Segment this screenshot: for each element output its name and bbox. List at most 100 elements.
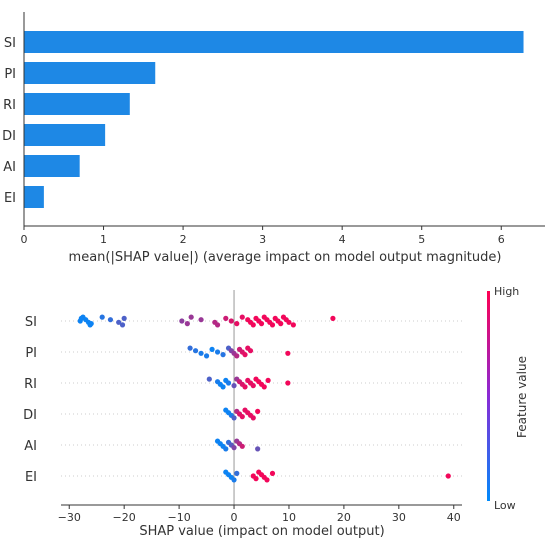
bar-x-tick-label: 0 [21,233,28,246]
beeswarm-point-si [119,322,126,328]
bar-ei [24,186,44,208]
beeswarm-x-tick-label: 40 [447,511,461,524]
beeswarm-point-si [214,322,221,328]
beeswarm-point-di [255,408,261,414]
beeswarm-point-pi [220,352,226,358]
beeswarm-y-label-ai: AI [24,439,37,454]
bar-x-tick-label: 4 [339,233,346,246]
beeswarm-y-label-ri: RI [24,377,37,392]
beeswarm-point-si [290,322,296,328]
beeswarm-x-tick-label: 30 [392,511,406,524]
beeswarm-point-si [107,317,114,323]
beeswarm-point-ei [445,473,451,479]
shap-beeswarm-chart: SI PI RI DI AI EI −30 −20 −10 0 10 20 30 40 SHAP val… [23,285,529,539]
beeswarm-point-pi [234,353,240,359]
beeswarm-point-si [198,317,204,323]
beeswarm-x-tick-label: −10 [167,511,190,524]
beeswarm-point-pi [285,350,291,356]
beeswarm-point-ri [261,384,267,390]
beeswarm-point-ri [220,384,226,390]
bar-y-tick-labels: SI PI RI DI AI EI [2,36,16,206]
beeswarm-point-si [250,322,256,328]
beeswarm-point-pi [187,345,193,351]
beeswarm-x-tick-label: −20 [113,511,136,524]
beeswarm-point-di [231,415,237,421]
beeswarm-point-si [184,321,190,327]
beeswarm-x-axis-label: SHAP value (impact on model output) [139,524,384,539]
bar-ri [24,93,130,115]
feature-value-colorbar [487,291,490,501]
bar-y-label-pi: PI [4,67,16,82]
bar-series [24,31,524,208]
beeswarm-point-di [239,414,245,420]
beeswarm-point-ai [255,446,261,452]
beeswarm-point-pi [198,350,204,356]
beeswarm-y-tick-labels: SI PI RI DI AI EI [23,315,37,485]
bar-y-label-si: SI [4,36,16,51]
beeswarm-point-ri [265,377,271,383]
beeswarm-point-si [121,315,127,321]
beeswarm-point-si [286,319,292,325]
beeswarm-point-ei [269,470,276,476]
beeswarm-point-ri [231,383,237,389]
bar-x-ticks: 0 1 2 3 4 5 6 [21,226,505,246]
beeswarm-x-tick-label: 20 [337,511,351,524]
bar-si [24,31,524,53]
beeswarm-points [77,314,451,483]
beeswarm-x-tick-label: 10 [282,511,296,524]
bar-y-label-di: DI [2,129,16,144]
bar-x-tick-label: 2 [180,233,187,246]
beeswarm-point-ri [242,384,248,390]
beeswarm-row-guides [61,320,462,477]
beeswarm-point-ai [223,446,229,452]
colorbar-title: Feature value [515,356,529,438]
beeswarm-point-pi [214,349,221,355]
beeswarm-point-ai [239,443,245,449]
beeswarm-point-si [77,318,83,324]
beeswarm-point-pi [192,348,199,354]
beeswarm-point-pi [209,346,215,352]
beeswarm-x-ticks: −30 −20 −10 0 10 20 30 40 [58,505,461,524]
beeswarm-point-si [223,315,229,321]
beeswarm-point-si [179,318,185,324]
colorbar-low-label: Low [494,499,516,512]
beeswarm-point-si [330,315,336,321]
beeswarm-x-tick-label: 0 [231,511,238,524]
bar-y-label-ai: AI [3,160,16,175]
bar-y-label-ei: EI [4,191,16,206]
bar-x-tick-label: 3 [259,233,266,246]
beeswarm-x-tick-label: −30 [58,511,81,524]
beeswarm-y-label-ei: EI [25,470,37,485]
shap-bar-chart: SI PI RI DI AI EI 0 1 2 3 4 5 6 mean(|SHAP value|) … [2,12,545,265]
bar-x-tick-label: 1 [100,233,107,246]
beeswarm-y-label-si: SI [25,315,37,330]
beeswarm-point-di [250,415,256,421]
beeswarm-point-si [239,314,245,320]
beeswarm-y-label-pi: PI [25,346,37,361]
colorbar-high-label: High [494,285,519,298]
beeswarm-point-ei [231,477,237,483]
beeswarm-point-si [88,321,94,327]
beeswarm-point-si [116,319,122,325]
bar-di [24,124,106,146]
beeswarm-point-pi [203,353,210,359]
bar-x-axis-label: mean(|SHAP value|) (average impact on mo… [69,250,502,265]
beeswarm-point-si [278,321,284,327]
beeswarm-point-pi [242,352,248,358]
beeswarm-point-ei [253,476,259,482]
beeswarm-point-ei [234,470,240,476]
beeswarm-point-pi [247,348,254,354]
beeswarm-y-label-di: DI [23,408,37,423]
beeswarm-point-si [188,314,194,320]
beeswarm-point-si [258,321,265,327]
beeswarm-point-ri [225,380,232,386]
bar-pi [24,62,156,84]
beeswarm-point-si [269,322,276,328]
beeswarm-point-si [99,314,105,320]
beeswarm-point-ri [250,383,256,389]
beeswarm-point-si [234,321,240,327]
beeswarm-point-ri [206,376,212,382]
bar-ai [24,155,80,177]
bar-x-tick-label: 6 [498,233,505,246]
